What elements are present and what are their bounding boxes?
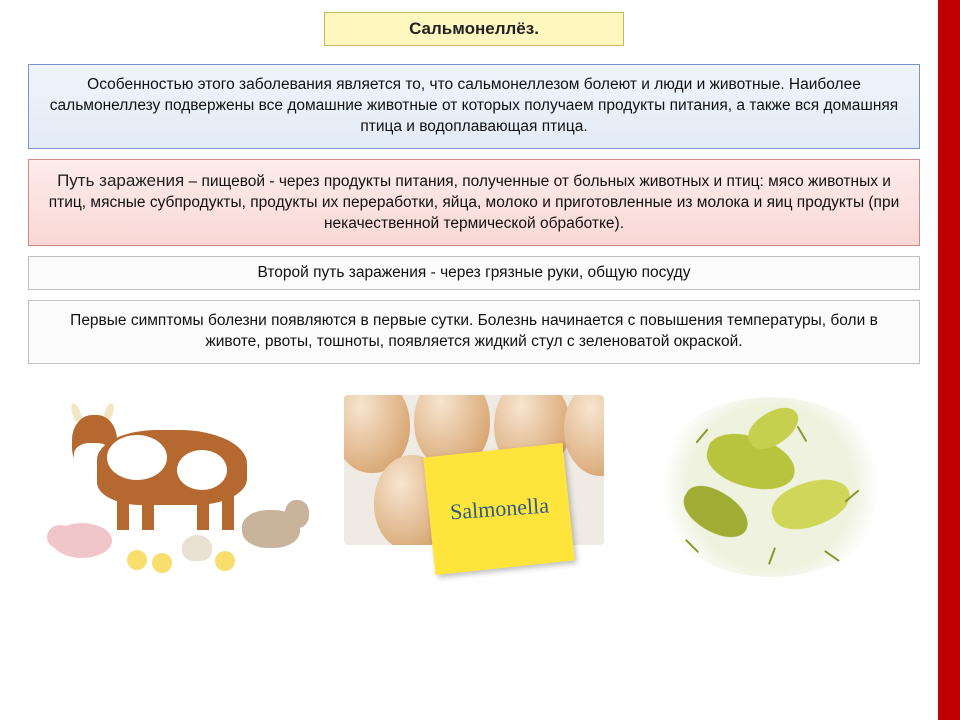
salmonella-note: Salmonella: [423, 443, 575, 575]
illustration-row: Salmonella: [28, 374, 920, 582]
panel-second-route: Второй путь заражения - через грязные ру…: [28, 256, 920, 291]
note-label: Salmonella: [449, 492, 550, 525]
panel-feature: Особенностью этого заболевания является …: [28, 64, 920, 149]
farm-animals-illustration: [38, 392, 315, 582]
panel-infection-route: Путь заражения – пищевой - через продукт…: [28, 159, 920, 246]
eggs-salmonella-illustration: Salmonella: [335, 392, 612, 582]
slide-content: Сальмонеллёз. Особенностью этого заболев…: [0, 0, 960, 582]
accent-bar: [938, 0, 960, 720]
bacteria-illustration: [633, 392, 910, 582]
slide-title: Сальмонеллёз.: [324, 12, 624, 46]
route-lead: Путь заражения: [57, 171, 184, 190]
panel-symptoms: Первые симптомы болезни появляются в пер…: [28, 300, 920, 364]
